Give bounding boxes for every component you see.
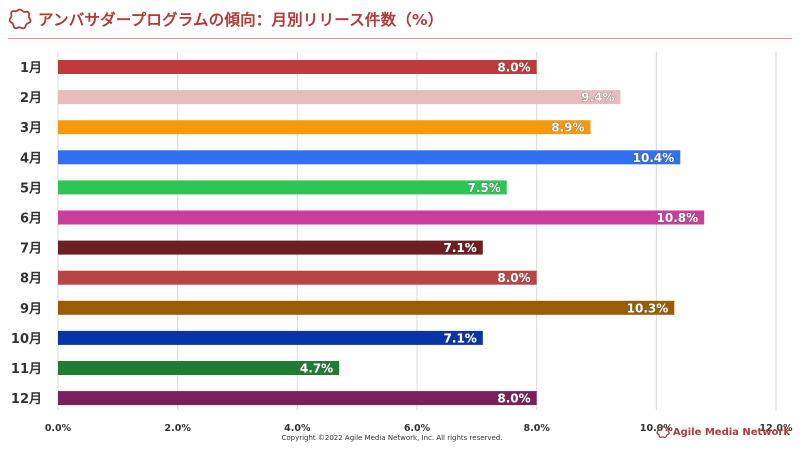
x-tick-label: 8.0%: [523, 423, 550, 434]
bar: [58, 60, 537, 74]
category-label: 6月: [20, 212, 42, 227]
category-label: 11月: [11, 362, 42, 377]
brand-name: Agile Media Network: [672, 426, 790, 438]
data-label: 7.1%: [444, 241, 477, 255]
bar: [58, 361, 340, 375]
category-label: 8月: [20, 272, 42, 287]
x-tick-label: 2.0%: [164, 423, 191, 434]
data-label: 7.5%: [467, 181, 500, 195]
data-label: 7.1%: [444, 331, 477, 345]
data-label: 8.0%: [497, 271, 530, 285]
bar: [58, 90, 621, 105]
data-label: 10.8%: [657, 211, 699, 225]
bar: [58, 391, 537, 406]
data-label: 8.0%: [497, 392, 530, 406]
data-label: 10.4%: [633, 151, 675, 165]
x-tick-label: 10.0%: [640, 423, 673, 434]
category-label: 4月: [20, 151, 42, 166]
bar: [58, 240, 483, 255]
bar: [58, 210, 705, 225]
category-label: 12月: [11, 392, 42, 407]
header: アンバサダープログラムの傾向：月別リリース件数（%）: [0, 0, 800, 44]
category-label: 7月: [20, 242, 42, 257]
category-label: 10月: [11, 332, 42, 347]
copyright-text: Copyright ©2022 Agile Media Network, Inc…: [281, 434, 503, 442]
bar: [58, 150, 681, 165]
category-label: 2月: [20, 91, 42, 106]
bar: [58, 270, 537, 285]
flower-logo-icon: [8, 8, 32, 30]
bar: [58, 300, 675, 315]
data-label: 8.9%: [551, 121, 584, 135]
brand-logo: Agile Media Network: [656, 425, 790, 439]
bar: [58, 330, 483, 345]
data-label: 4.7%: [300, 362, 333, 376]
data-label: 10.3%: [627, 301, 669, 315]
category-label: 3月: [20, 121, 42, 136]
x-tick-label: 12.0%: [760, 423, 793, 434]
title-divider: [8, 38, 792, 39]
x-tick-label: 0.0%: [45, 423, 72, 434]
bar: [58, 120, 591, 135]
category-label: 1月: [20, 61, 42, 76]
flower-brand-icon: [656, 425, 670, 439]
category-label: 5月: [20, 181, 42, 196]
data-label: 9.4%: [581, 91, 614, 105]
data-label: 8.0%: [497, 61, 530, 75]
category-label: 9月: [20, 302, 42, 317]
bar: [58, 180, 507, 195]
x-tick-label: 6.0%: [404, 423, 431, 434]
page-title: アンバサダープログラムの傾向：月別リリース件数（%）: [38, 11, 444, 29]
x-tick-label: 4.0%: [284, 423, 311, 434]
